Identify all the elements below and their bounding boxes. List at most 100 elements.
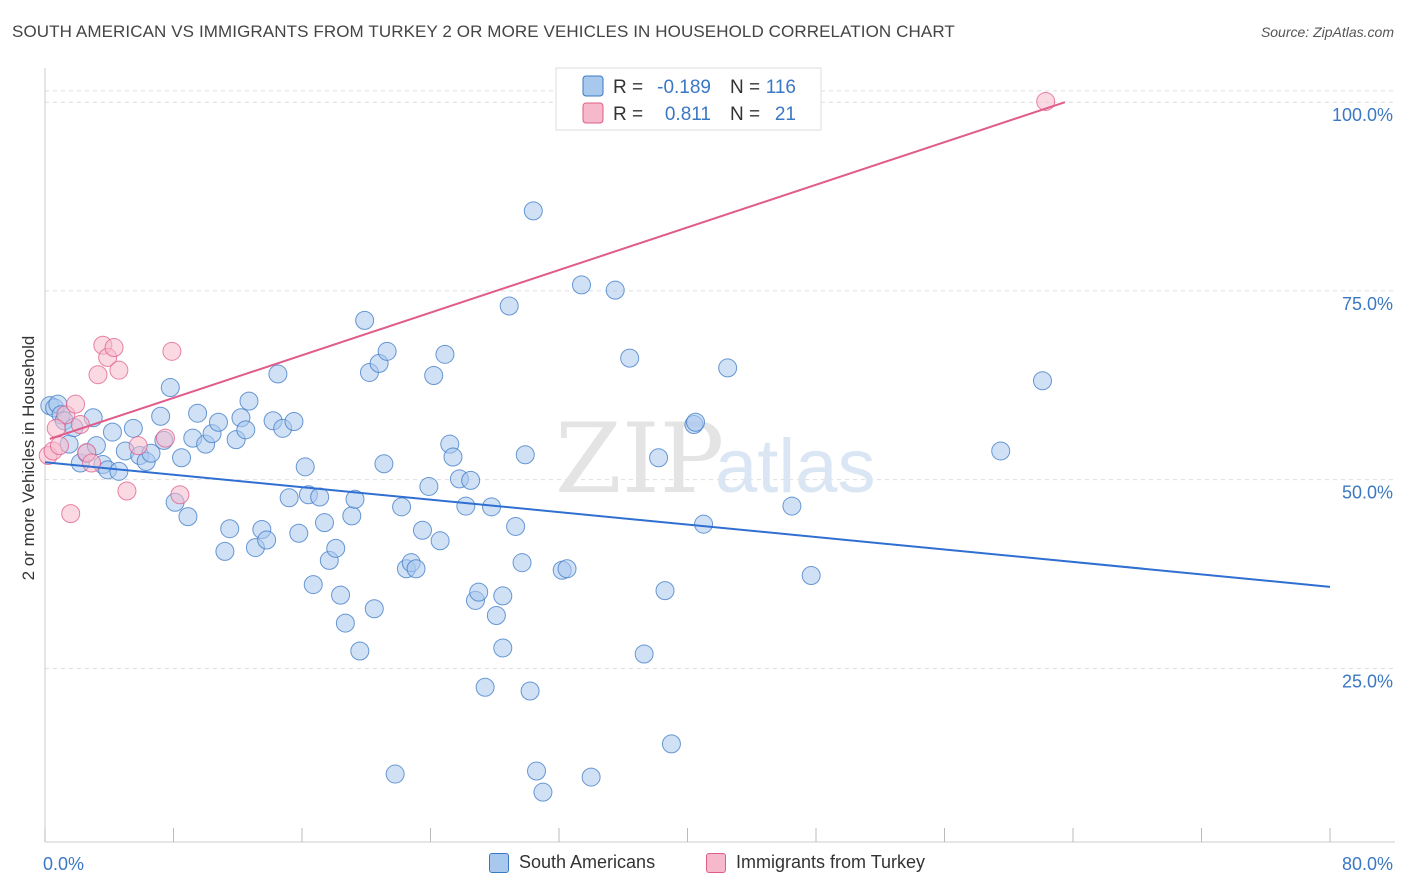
legend-r-label-2: R = bbox=[613, 104, 643, 125]
watermark: ZIP atlas bbox=[555, 403, 876, 515]
data-point-south-american bbox=[289, 523, 309, 543]
data-point-south-american bbox=[220, 519, 240, 539]
correlation-legend: R = -0.189 N = 116 R = 0.811 N = 21 bbox=[555, 67, 822, 131]
data-point-south-american bbox=[506, 516, 526, 536]
data-point-south-american bbox=[160, 378, 180, 398]
trend-line-immigrants-from-turkey bbox=[49, 101, 1066, 440]
data-point-south-american bbox=[661, 734, 681, 754]
data-point-turkey bbox=[109, 360, 129, 380]
y-axis-label: 2 or more Vehicles in Household bbox=[19, 336, 38, 581]
data-point-south-american bbox=[377, 341, 397, 361]
data-point-south-american bbox=[533, 782, 553, 802]
data-point-south-american bbox=[456, 496, 476, 516]
data-point-south-american bbox=[1032, 371, 1052, 391]
data-point-turkey bbox=[1036, 91, 1056, 111]
data-point-south-american bbox=[310, 487, 330, 507]
data-point-south-american bbox=[520, 681, 540, 701]
data-point-turkey bbox=[88, 365, 108, 385]
data-point-south-american bbox=[435, 344, 455, 364]
data-point-south-american bbox=[335, 613, 355, 633]
data-point-south-american bbox=[523, 201, 543, 221]
data-point-south-american bbox=[801, 566, 821, 586]
data-point-turkey bbox=[66, 394, 86, 414]
data-point-south-american bbox=[326, 538, 346, 558]
data-point-south-american bbox=[178, 507, 198, 527]
data-point-south-american bbox=[419, 476, 439, 496]
legend-n-label-2: N = bbox=[730, 104, 760, 125]
data-point-south-american bbox=[493, 638, 513, 658]
data-point-south-american bbox=[236, 420, 256, 440]
data-point-south-american bbox=[634, 644, 654, 664]
legend-item-south-americans: South Americans bbox=[489, 852, 655, 873]
data-point-south-american bbox=[279, 488, 299, 508]
data-point-south-american bbox=[694, 514, 714, 534]
legend-n-label-1: N = bbox=[730, 77, 760, 98]
data-point-turkey bbox=[70, 415, 90, 435]
legend-swatch-blue bbox=[582, 75, 604, 97]
data-point-south-american bbox=[284, 412, 304, 432]
data-point-south-american bbox=[208, 412, 228, 432]
data-point-south-american bbox=[172, 448, 192, 468]
data-point-turkey bbox=[117, 481, 137, 501]
data-point-south-american bbox=[374, 454, 394, 474]
data-point-south-american bbox=[385, 764, 405, 784]
data-point-south-american bbox=[718, 358, 738, 378]
data-point-south-american bbox=[655, 581, 675, 601]
data-point-south-american bbox=[102, 422, 122, 442]
data-point-turkey bbox=[49, 436, 69, 456]
data-point-south-american bbox=[499, 296, 519, 316]
legend-swatch-immigrants-from-turkey bbox=[706, 852, 726, 873]
grid-lines bbox=[45, 90, 1395, 669]
data-point-south-american bbox=[257, 530, 277, 550]
data-point-south-american bbox=[515, 445, 535, 465]
data-point-south-american bbox=[314, 513, 334, 533]
data-point-south-american bbox=[424, 365, 444, 385]
watermark-atlas: atlas bbox=[715, 424, 876, 509]
data-point-south-american bbox=[215, 541, 235, 561]
trend-line-south-americans bbox=[44, 461, 1331, 588]
data-point-turkey bbox=[61, 504, 81, 524]
data-point-south-american bbox=[782, 496, 802, 516]
series-legend: South Americans Immigrants from Turkey bbox=[0, 852, 1406, 878]
data-point-south-american bbox=[239, 391, 259, 411]
legend-r-label-1: R = bbox=[613, 77, 643, 98]
legend-swatch-south-americans bbox=[489, 852, 509, 873]
data-point-turkey bbox=[82, 453, 102, 473]
data-point-south-american bbox=[295, 457, 315, 477]
data-point-south-american bbox=[443, 447, 463, 467]
data-point-south-american bbox=[486, 606, 506, 626]
source-label: Source: ZipAtlas.com bbox=[1260, 24, 1394, 40]
data-point-turkey bbox=[104, 338, 124, 358]
legend-r-value-1: -0.189 bbox=[657, 77, 711, 98]
data-point-south-american bbox=[649, 448, 669, 468]
data-point-turkey bbox=[162, 341, 182, 361]
legend-label-immigrants-from-turkey: Immigrants from Turkey bbox=[736, 852, 926, 872]
data-point-south-american bbox=[331, 585, 351, 605]
data-point-south-american bbox=[493, 586, 513, 606]
data-point-south-american bbox=[571, 275, 591, 295]
trend-lines bbox=[44, 101, 1331, 588]
data-point-south-american bbox=[527, 761, 547, 781]
data-point-south-american bbox=[686, 412, 706, 432]
data-point-south-american bbox=[475, 677, 495, 697]
data-point-turkey bbox=[170, 485, 190, 505]
legend-item-immigrants-from-turkey: Immigrants from Turkey bbox=[706, 852, 925, 873]
data-point-south-american bbox=[605, 280, 625, 300]
data-point-south-american bbox=[123, 418, 143, 438]
y-tick-label: 100.0% bbox=[1332, 105, 1393, 125]
legend-label-south-americans: South Americans bbox=[519, 852, 656, 872]
data-point-south-american bbox=[557, 559, 577, 579]
data-point-turkey bbox=[128, 436, 148, 456]
legend-swatch-pink bbox=[582, 102, 604, 124]
data-point-south-american bbox=[188, 403, 208, 423]
data-point-south-american bbox=[350, 641, 370, 661]
data-point-south-american bbox=[355, 310, 375, 330]
y-tick-label: 50.0% bbox=[1342, 483, 1393, 503]
data-point-south-american bbox=[268, 364, 288, 384]
x-tick-label: 80.0% bbox=[1342, 854, 1393, 874]
y-tick-label: 75.0% bbox=[1342, 294, 1393, 314]
y-tick-label: 25.0% bbox=[1342, 671, 1393, 691]
data-point-south-american bbox=[620, 348, 640, 368]
data-point-south-american bbox=[303, 575, 323, 595]
